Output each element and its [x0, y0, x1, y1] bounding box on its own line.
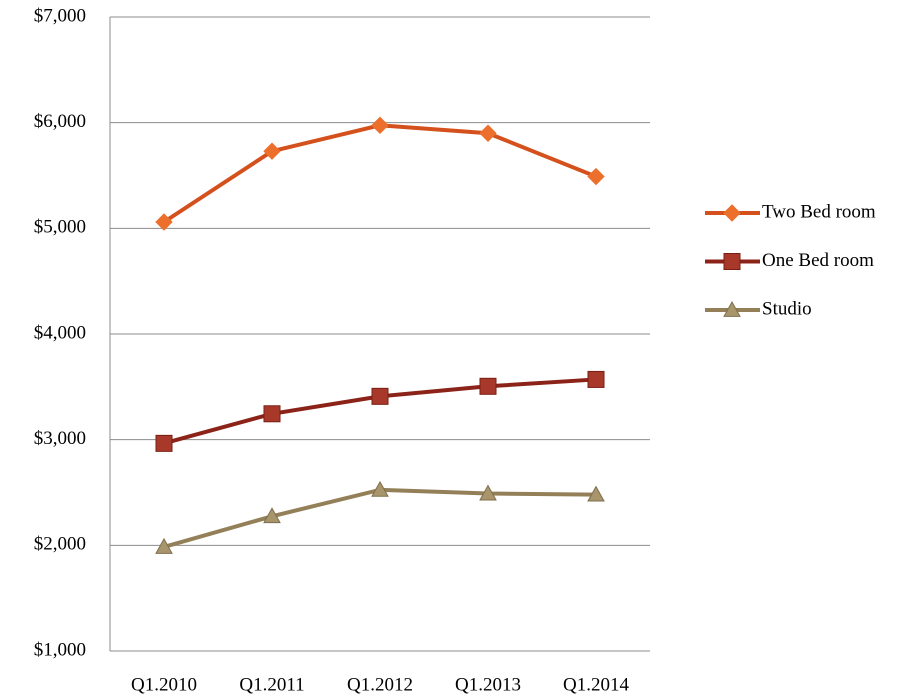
marker [479, 124, 497, 142]
marker [587, 485, 605, 502]
marker [587, 370, 605, 388]
marker [479, 377, 497, 395]
marker [155, 434, 173, 452]
marker [371, 480, 389, 497]
x-tick-label: Q1.2013 [455, 674, 521, 695]
marker [263, 142, 281, 160]
y-tick-label: $6,000 [34, 111, 86, 132]
marker [263, 507, 281, 524]
marker [263, 405, 281, 423]
marker [155, 213, 173, 231]
y-tick-label: $3,000 [34, 428, 86, 449]
x-tick-label: Q1.2011 [239, 674, 304, 695]
legend-marker [723, 300, 741, 317]
legend-label: Two Bed room [762, 201, 876, 222]
marker [587, 167, 605, 186]
x-tick-label: Q1.2014 [563, 674, 629, 695]
legend-marker [723, 204, 741, 222]
x-tick-label: Q1.2012 [347, 674, 413, 695]
marker [155, 537, 173, 554]
y-tick-label: $2,000 [34, 534, 86, 555]
y-tick-label: $7,000 [34, 5, 86, 26]
legend-label: Studio [762, 298, 812, 319]
marker [371, 116, 389, 135]
marker [479, 484, 497, 501]
x-tick-label: Q1.2010 [131, 674, 197, 695]
marker [371, 387, 389, 405]
y-tick-label: $5,000 [34, 217, 86, 238]
series-line [162, 123, 597, 224]
legend-marker [723, 253, 741, 270]
legend-label: One Bed room [762, 250, 874, 271]
series-line [163, 487, 597, 549]
y-tick-label: $4,000 [34, 322, 86, 343]
y-tick-label: $1,000 [34, 639, 86, 660]
